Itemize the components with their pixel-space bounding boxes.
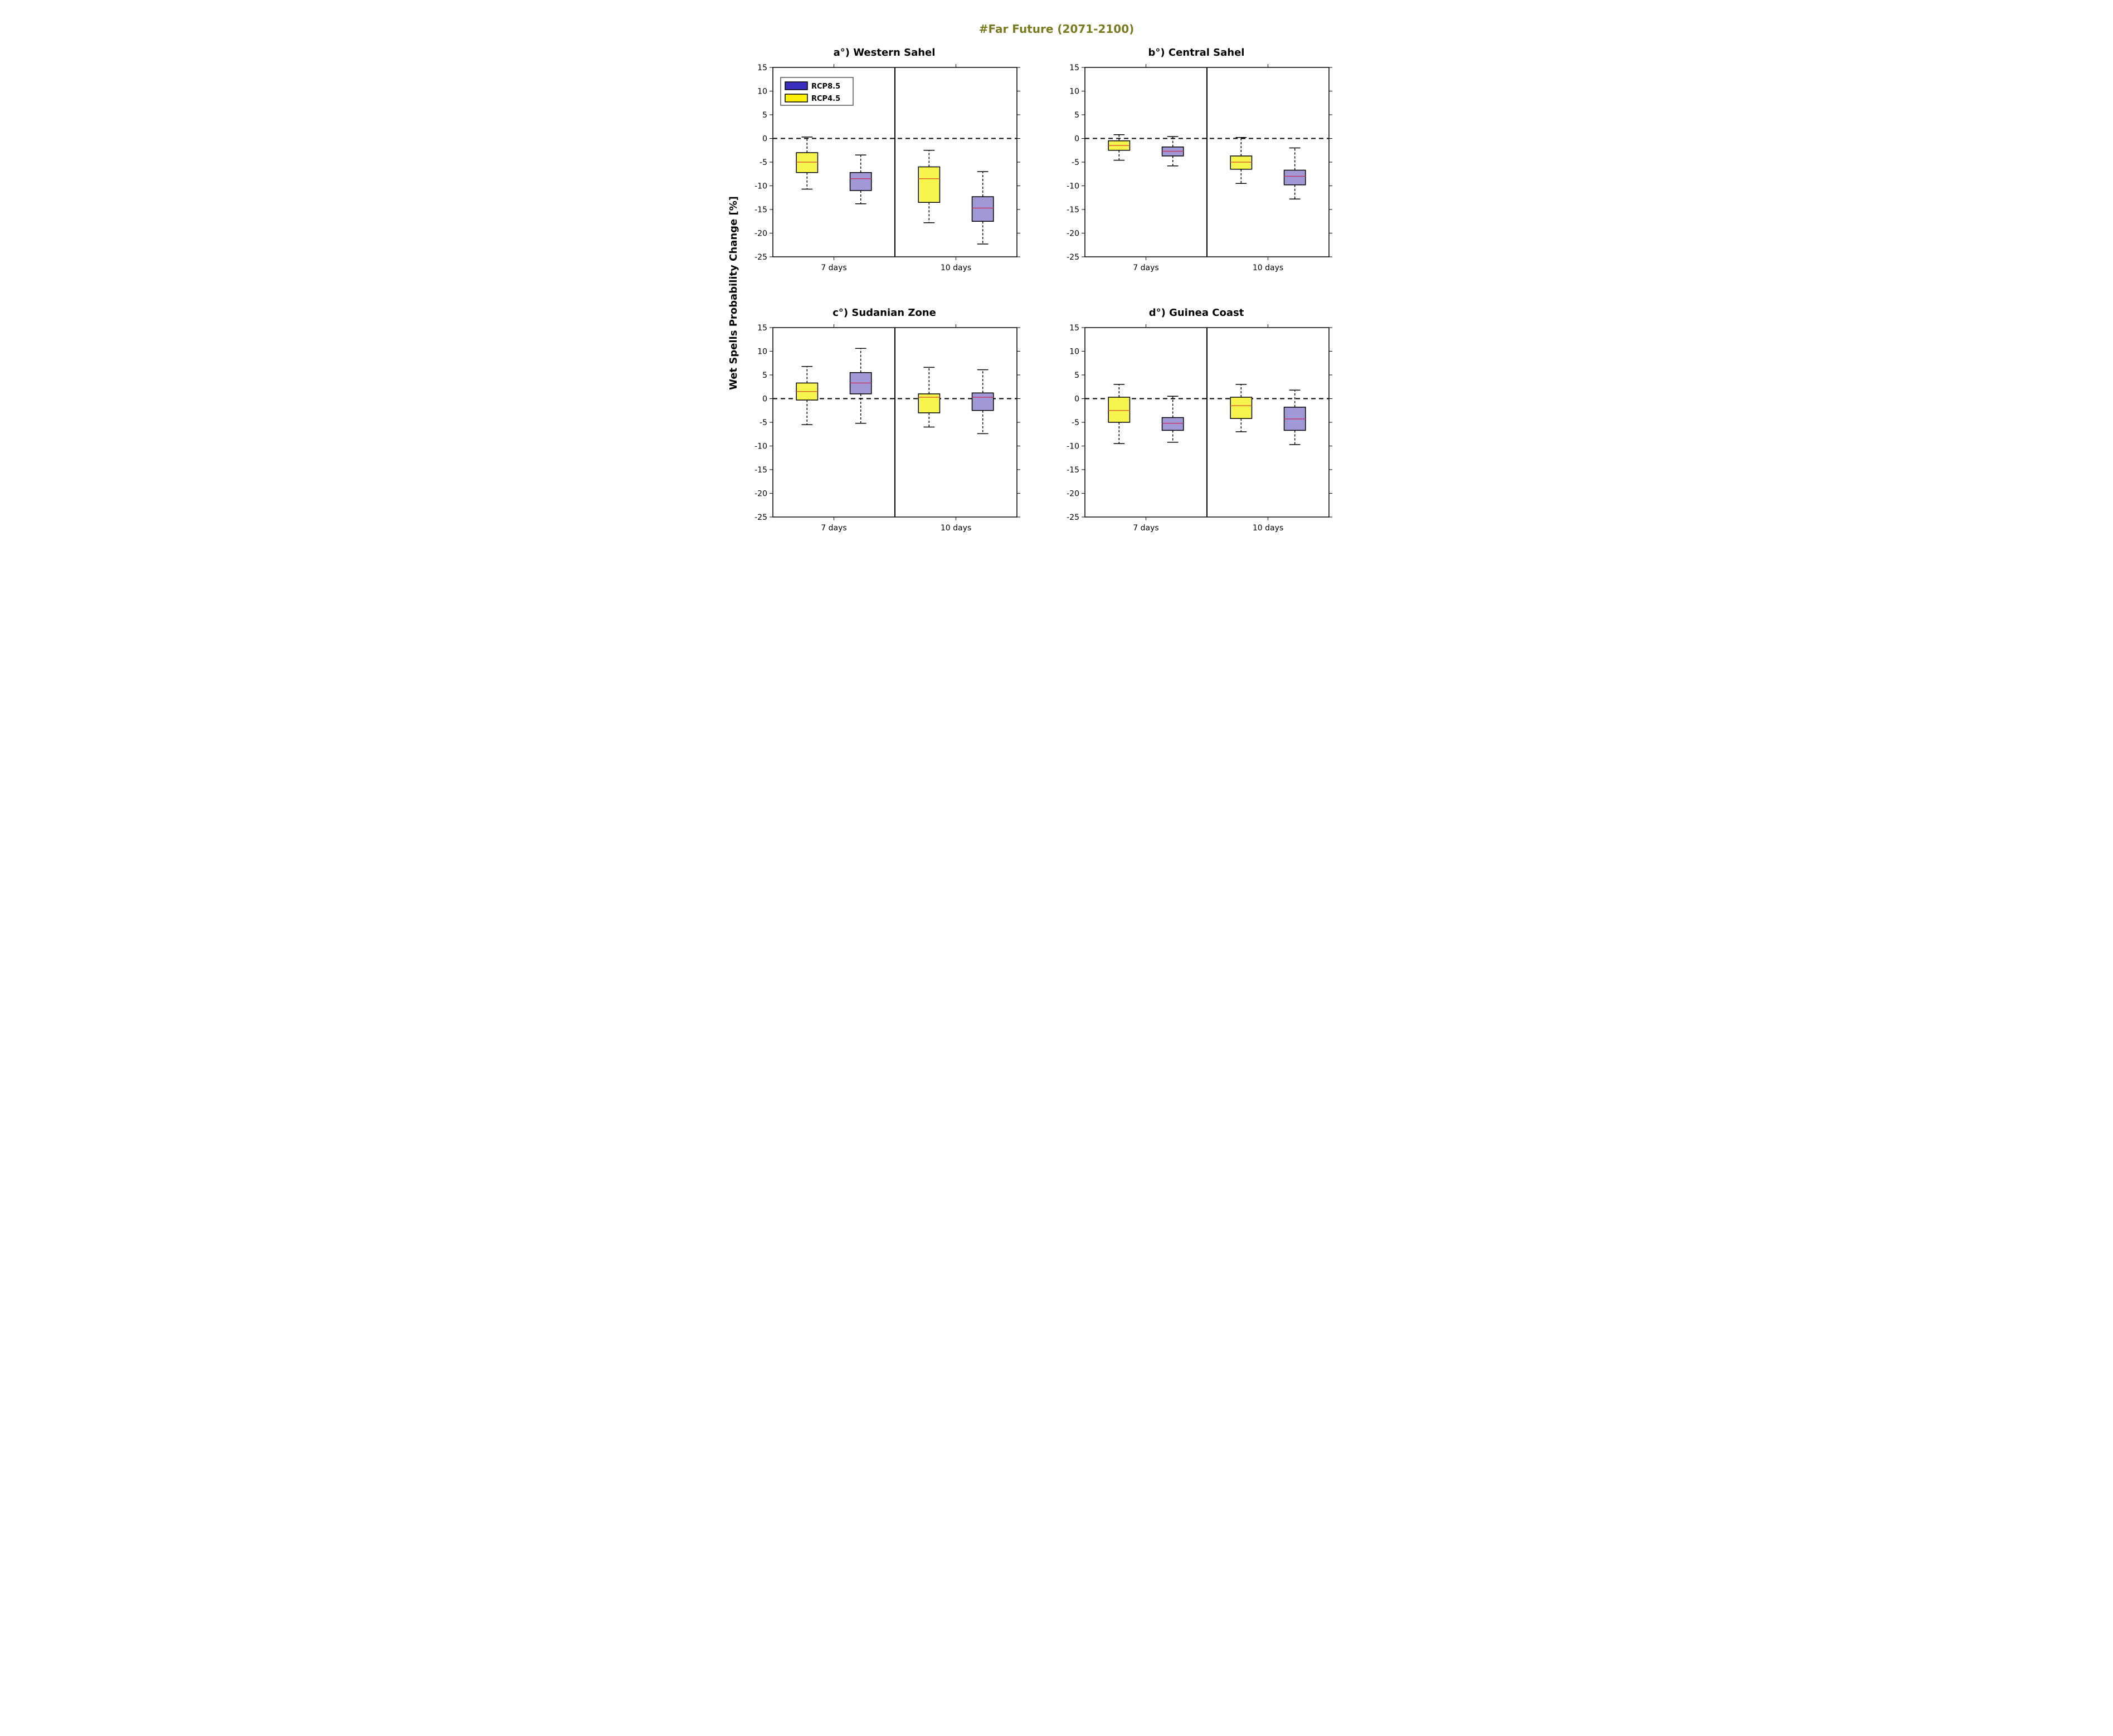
ytick-label: 15: [1069, 64, 1079, 72]
ytick-label: 5: [1074, 111, 1079, 120]
ytick-label: -5: [759, 418, 767, 427]
boxplot-box: [1108, 397, 1129, 422]
ytick-label: 0: [762, 395, 767, 404]
ytick-label: 10: [757, 87, 767, 96]
ytick-label: -15: [754, 466, 767, 475]
ytick-label: -15: [754, 206, 767, 214]
figure-title: #Far Future (2071-2100): [728, 22, 1385, 36]
panel-a: a°) Western Sahel -25 -20 -15 -10 -5 0 5 10 15 7 d…: [745, 47, 1024, 279]
legend-label: RCP4.5: [811, 95, 840, 103]
ytick-label: -15: [1067, 466, 1079, 475]
panel-svg: -25 -20 -15 -10 -5 0 5 10 15 7 days 10 days RCP8.5 R…: [745, 62, 1024, 279]
ytick-label: -5: [1072, 158, 1079, 167]
xtick-label: 7 days: [821, 264, 846, 272]
ytick-label: 0: [762, 135, 767, 144]
panel-d: d°) Guinea Coast -25 -20 -15 -10 -5 0 5 10 15 7 da…: [1057, 307, 1336, 539]
ytick-label: 10: [1069, 348, 1079, 357]
xtick-label: 10 days: [941, 524, 971, 533]
boxplot-box: [850, 173, 872, 191]
boxplot-box: [1284, 170, 1306, 184]
boxplot-box: [1230, 156, 1252, 169]
panel-svg: -25 -20 -15 -10 -5 0 5 10 15 7 days 10 days: [1057, 322, 1336, 539]
y-axis-label: Wet Spells Probability Change [%]: [728, 196, 739, 390]
ytick-label: -5: [759, 158, 767, 167]
ytick-label: -10: [754, 442, 767, 451]
legend-swatch: [785, 82, 807, 90]
ytick-label: 5: [762, 111, 767, 120]
boxplot-box: [1162, 418, 1184, 431]
boxplot-box: [918, 167, 939, 203]
ytick-label: 10: [1069, 87, 1079, 96]
ytick-label: 10: [757, 348, 767, 357]
xtick-label: 10 days: [1253, 264, 1283, 272]
legend-swatch: [785, 94, 807, 102]
legend-label: RCP8.5: [811, 82, 840, 91]
ytick-label: 0: [1074, 395, 1079, 404]
ytick-label: -25: [1067, 253, 1079, 262]
xtick-label: 10 days: [941, 264, 971, 272]
xtick-label: 7 days: [1133, 524, 1158, 533]
ytick-label: 15: [1069, 324, 1079, 333]
ytick-label: -10: [1067, 182, 1079, 191]
figure: #Far Future (2071-2100) Wet Spells Proba…: [728, 22, 1385, 539]
panel-title: c°) Sudanian Zone: [745, 307, 1024, 319]
ytick-label: 15: [757, 324, 767, 333]
ytick-label: -10: [1067, 442, 1079, 451]
boxplot-box: [796, 153, 817, 173]
panels-grid: a°) Western Sahel -25 -20 -15 -10 -5 0 5 10 15 7 d…: [745, 47, 1336, 539]
ytick-label: -20: [754, 230, 767, 238]
panel-title: d°) Guinea Coast: [1057, 307, 1336, 319]
ytick-label: -10: [754, 182, 767, 191]
ytick-label: 15: [757, 64, 767, 72]
ytick-label: -15: [1067, 206, 1079, 214]
xtick-label: 7 days: [821, 524, 846, 533]
ytick-label: -20: [1067, 490, 1079, 499]
ytick-label: 5: [762, 371, 767, 380]
ytick-label: 5: [1074, 371, 1079, 380]
boxplot-box: [918, 394, 939, 413]
ytick-label: -20: [754, 490, 767, 499]
ytick-label: -25: [754, 253, 767, 262]
xtick-label: 7 days: [1133, 264, 1158, 272]
boxplot-box: [972, 393, 994, 410]
boxplot-box: [972, 197, 994, 221]
panel-b: b°) Central Sahel -25 -20 -15 -10 -5 0 5 10 15 7 d…: [1057, 47, 1336, 279]
boxplot-box: [1230, 397, 1252, 418]
grid-wrap: Wet Spells Probability Change [%] a°) We…: [728, 47, 1385, 539]
panel-c: c°) Sudanian Zone -25 -20 -15 -10 -5 0 5 10 15 7 d…: [745, 307, 1024, 539]
ytick-label: -5: [1072, 418, 1079, 427]
panel-svg: -25 -20 -15 -10 -5 0 5 10 15 7 days 10 days: [745, 322, 1024, 539]
ytick-label: -25: [1067, 513, 1079, 522]
ytick-label: 0: [1074, 135, 1079, 144]
ytick-label: -20: [1067, 230, 1079, 238]
panel-title: b°) Central Sahel: [1057, 47, 1336, 58]
xtick-label: 10 days: [1253, 524, 1283, 533]
panel-title: a°) Western Sahel: [745, 47, 1024, 58]
panel-svg: -25 -20 -15 -10 -5 0 5 10 15 7 days 10 days: [1057, 62, 1336, 279]
ytick-label: -25: [754, 513, 767, 522]
